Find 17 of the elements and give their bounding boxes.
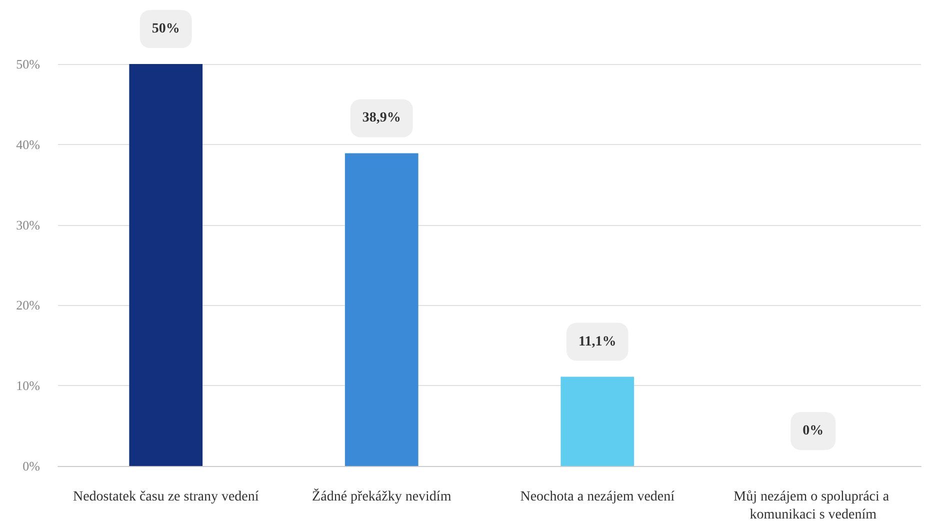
y-tick-label: 10%	[16, 378, 40, 394]
x-tick-label: Můj nezájem o spolupráci a komunikaci s vedením	[734, 490, 893, 522]
y-tick-label: 30%	[16, 217, 40, 232]
y-tick-label: 20%	[16, 298, 40, 313]
x-tick-label: Neochota a nezájem vedení	[520, 490, 675, 504]
bar	[344, 153, 418, 466]
y-tick-label: 0%	[22, 458, 40, 474]
x-tick-label: Žádné překážky nevidím	[312, 488, 452, 504]
bar	[129, 64, 203, 466]
data-label: 38,9%	[362, 110, 401, 126]
x-tick-label: Nedostatek času ze strany vedení	[72, 490, 259, 504]
data-label: 50%	[152, 22, 180, 36]
data-label: 0%	[802, 424, 824, 438]
y-tick-label: 40%	[16, 136, 40, 152]
y-tick-label: 50%	[16, 56, 40, 72]
data-label: 11,1%	[578, 334, 616, 350]
bar	[560, 376, 634, 466]
